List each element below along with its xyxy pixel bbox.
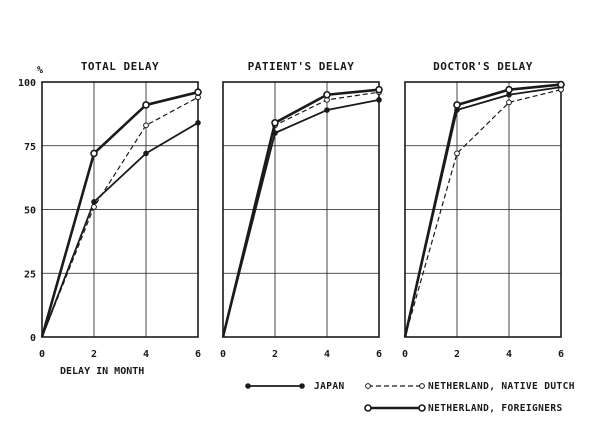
x-tick-label: 4 bbox=[506, 349, 512, 360]
legend-marker bbox=[299, 383, 305, 389]
x-tick-label: 6 bbox=[558, 349, 564, 360]
panel-2: PATIENT'S DELAY 0 2 4 6 bbox=[220, 60, 383, 360]
series-line-foreign bbox=[221, 88, 380, 338]
x-tick-label: 0 bbox=[402, 349, 408, 360]
series-line-japan bbox=[41, 122, 199, 338]
data-point-foreign bbox=[375, 85, 383, 94]
panel-title: PATIENT'S DELAY bbox=[248, 60, 355, 73]
data-point-foreign bbox=[90, 149, 98, 158]
data-point-japan bbox=[91, 199, 97, 205]
data-point-native bbox=[506, 99, 512, 106]
series-line-foreign bbox=[40, 90, 199, 338]
legend: JAPAN NETHERLAND, NATIVE DUTCH NETHERLAND,… bbox=[245, 381, 575, 414]
series-line-native bbox=[41, 96, 199, 338]
panel-frame bbox=[41, 81, 199, 338]
data-point-foreign bbox=[505, 85, 513, 94]
series-line-native bbox=[222, 91, 380, 338]
y-tick-label: 0 bbox=[30, 333, 36, 344]
x-tick-label: 0 bbox=[39, 349, 45, 360]
x-tick-label: 4 bbox=[143, 349, 149, 360]
data-point-japan bbox=[143, 150, 149, 157]
series-line-native bbox=[404, 89, 562, 338]
data-point-japan bbox=[195, 120, 201, 126]
panel-frame bbox=[222, 81, 380, 338]
x-tick-label: 2 bbox=[91, 349, 97, 360]
legend-marker bbox=[365, 383, 371, 389]
legend-item-native: NETHERLAND, NATIVE DUTCH bbox=[365, 381, 575, 392]
panel-title: DOCTOR'S DELAY bbox=[433, 60, 533, 73]
legend-label: NETHERLAND, FOREIGNERS bbox=[428, 403, 563, 414]
series-line-japan bbox=[404, 86, 562, 338]
series-line-foreign bbox=[403, 83, 562, 338]
legend-marker bbox=[245, 383, 251, 389]
data-point-foreign bbox=[194, 88, 202, 96]
x-tick-label: 6 bbox=[376, 349, 382, 360]
y-unit-label: % bbox=[37, 65, 43, 76]
data-point-foreign bbox=[142, 101, 150, 109]
data-point-foreign bbox=[557, 80, 565, 89]
x-tick-label: 2 bbox=[272, 349, 278, 360]
data-point-native bbox=[454, 150, 460, 157]
x-tick-label: 0 bbox=[220, 349, 226, 360]
panel-3: DOCTOR'S DELAY 0 2 4 6 bbox=[402, 60, 565, 360]
panel-1: TOTAL DELAY 0 2 4 6 0 25 50 75 100 bbox=[18, 60, 202, 360]
data-point-native bbox=[91, 204, 97, 210]
panel-frame bbox=[404, 81, 562, 338]
data-point-japan bbox=[376, 97, 382, 103]
x-axis-label: DELAY IN MONTH bbox=[60, 366, 144, 377]
data-point-japan bbox=[324, 107, 330, 113]
x-tick-label: 4 bbox=[324, 349, 330, 360]
series-line-japan bbox=[222, 98, 380, 338]
legend-marker bbox=[419, 383, 425, 389]
y-tick-label: 75 bbox=[24, 142, 36, 153]
legend-label: NETHERLAND, NATIVE DUTCH bbox=[428, 381, 575, 392]
y-tick-label: 25 bbox=[24, 269, 36, 280]
data-point-foreign bbox=[453, 101, 461, 109]
data-point-foreign bbox=[271, 119, 279, 127]
data-point-foreign bbox=[323, 90, 331, 99]
x-tick-label: 2 bbox=[454, 349, 460, 360]
x-tick-label: 6 bbox=[195, 349, 201, 360]
legend-label: JAPAN bbox=[314, 381, 345, 392]
legend-marker bbox=[364, 404, 372, 412]
y-tick-label: 50 bbox=[24, 206, 36, 217]
y-tick-label: 100 bbox=[18, 78, 36, 89]
data-point-native bbox=[143, 122, 149, 129]
panel-title: TOTAL DELAY bbox=[81, 60, 159, 73]
legend-item-japan: JAPAN bbox=[245, 381, 345, 392]
legend-item-foreign: NETHERLAND, FOREIGNERS bbox=[364, 403, 563, 414]
legend-marker bbox=[418, 404, 426, 412]
